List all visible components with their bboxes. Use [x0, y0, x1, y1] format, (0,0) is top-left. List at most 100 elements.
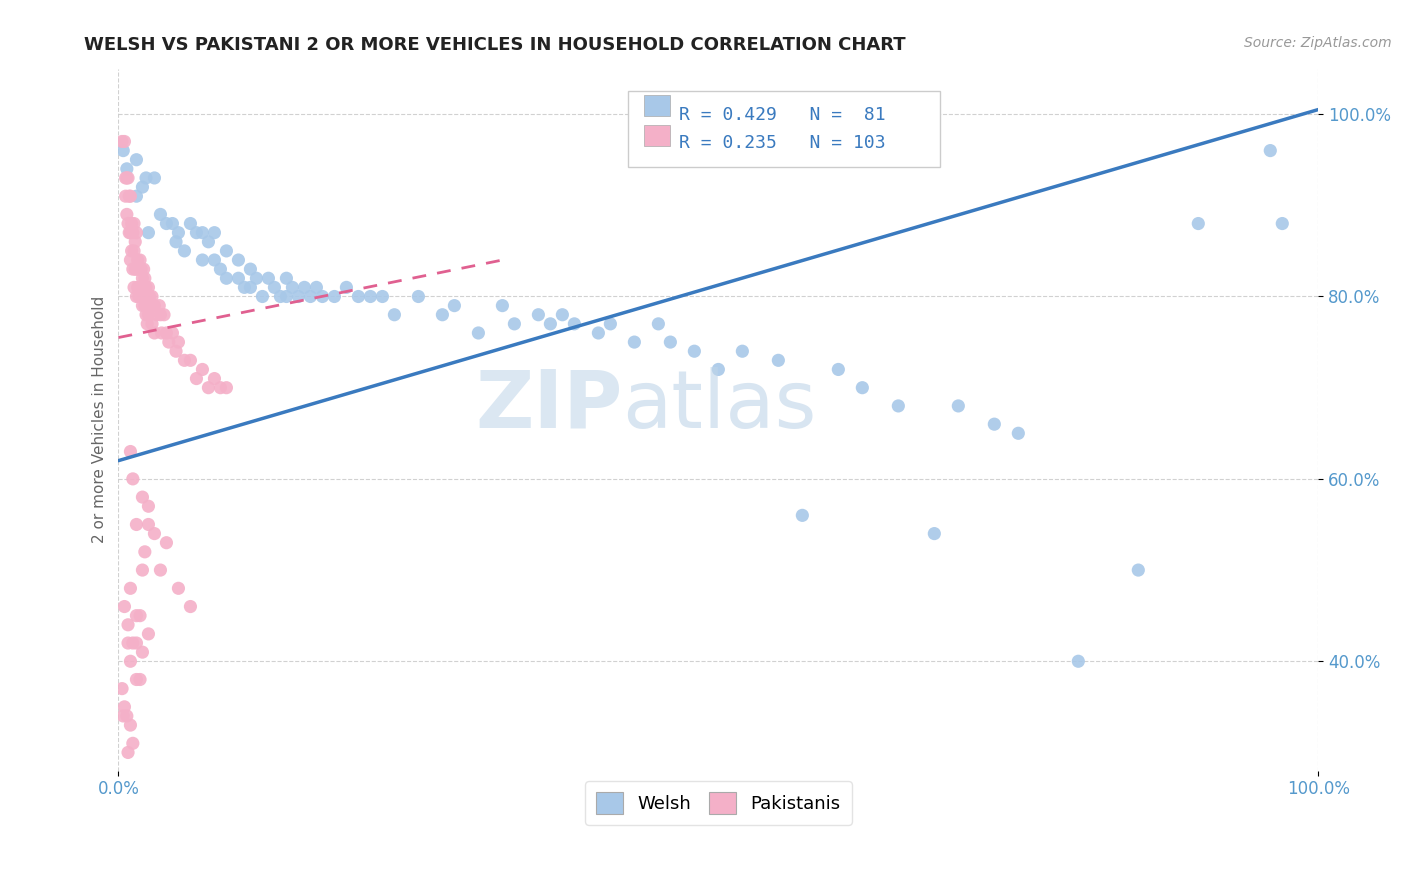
Point — [527, 308, 550, 322]
Point — [117, 617, 139, 632]
Point — [120, 444, 142, 458]
Point — [125, 289, 148, 303]
Point — [204, 226, 226, 240]
Point — [233, 280, 256, 294]
Point — [887, 399, 910, 413]
Point — [120, 582, 142, 596]
Point — [125, 189, 148, 203]
Point — [659, 335, 682, 350]
Point — [138, 517, 160, 532]
Point — [287, 289, 309, 303]
Point — [138, 308, 160, 322]
Point — [146, 308, 169, 322]
Point — [155, 535, 177, 549]
Y-axis label: 2 or more Vehicles in Household: 2 or more Vehicles in Household — [93, 296, 107, 543]
Point — [792, 508, 814, 523]
Point — [112, 144, 135, 158]
Point — [228, 271, 250, 285]
Point — [150, 326, 173, 340]
Point — [269, 289, 291, 303]
Point — [707, 362, 730, 376]
Point — [167, 582, 190, 596]
Point — [924, 526, 946, 541]
Point — [129, 289, 152, 303]
Point — [117, 170, 139, 185]
Point — [121, 472, 143, 486]
Text: WELSH VS PAKISTANI 2 OR MORE VEHICLES IN HOUSEHOLD CORRELATION CHART: WELSH VS PAKISTANI 2 OR MORE VEHICLES IN… — [84, 36, 905, 54]
Point — [129, 608, 152, 623]
Point — [1007, 426, 1029, 441]
Point — [948, 399, 970, 413]
Point — [155, 326, 177, 340]
Point — [371, 289, 394, 303]
Point — [143, 326, 166, 340]
Point — [239, 262, 262, 277]
Point — [173, 353, 195, 368]
Point — [139, 299, 162, 313]
Point — [135, 170, 157, 185]
Point — [138, 500, 160, 514]
Point — [111, 681, 134, 696]
Point — [125, 226, 148, 240]
Legend: Welsh, Pakistanis: Welsh, Pakistanis — [585, 781, 852, 825]
Point — [215, 381, 238, 395]
Point — [136, 317, 159, 331]
Point — [983, 417, 1005, 432]
Point — [124, 235, 146, 249]
Point — [827, 362, 849, 376]
Point — [155, 217, 177, 231]
Point — [294, 280, 316, 294]
Point — [191, 226, 214, 240]
Point — [186, 371, 208, 385]
Point — [503, 317, 526, 331]
Point — [115, 161, 138, 176]
Point — [384, 308, 406, 322]
Point — [165, 235, 187, 249]
Point — [263, 280, 285, 294]
Point — [121, 244, 143, 258]
Point — [141, 317, 163, 331]
Point — [335, 280, 357, 294]
Point — [153, 308, 176, 322]
Point — [157, 335, 180, 350]
Point — [125, 608, 148, 623]
Point — [149, 308, 172, 322]
Point — [117, 217, 139, 231]
Point — [276, 289, 298, 303]
Point — [131, 180, 153, 194]
Point — [121, 736, 143, 750]
Point — [209, 262, 232, 277]
Point — [281, 280, 304, 294]
Point — [186, 226, 208, 240]
Point — [121, 636, 143, 650]
Point — [149, 207, 172, 221]
Point — [359, 289, 381, 303]
Point — [138, 280, 160, 294]
Point — [1128, 563, 1150, 577]
Point — [215, 244, 238, 258]
Point — [768, 353, 790, 368]
Point — [228, 253, 250, 268]
Point — [467, 326, 489, 340]
Point — [120, 226, 142, 240]
Text: ZIP: ZIP — [475, 367, 623, 444]
Point — [239, 280, 262, 294]
Text: R = 0.235   N = 103: R = 0.235 N = 103 — [679, 134, 886, 152]
Point — [215, 271, 238, 285]
Point — [305, 280, 328, 294]
Point — [128, 262, 150, 277]
Point — [120, 189, 142, 203]
Point — [132, 289, 155, 303]
Point — [323, 289, 346, 303]
Point — [299, 289, 322, 303]
Point — [134, 545, 156, 559]
Point — [408, 289, 430, 303]
Point — [257, 271, 280, 285]
Point — [1271, 217, 1294, 231]
Point — [162, 217, 184, 231]
Point — [551, 308, 574, 322]
Point — [179, 353, 201, 368]
Point — [118, 189, 141, 203]
Point — [138, 627, 160, 641]
Point — [120, 654, 142, 668]
